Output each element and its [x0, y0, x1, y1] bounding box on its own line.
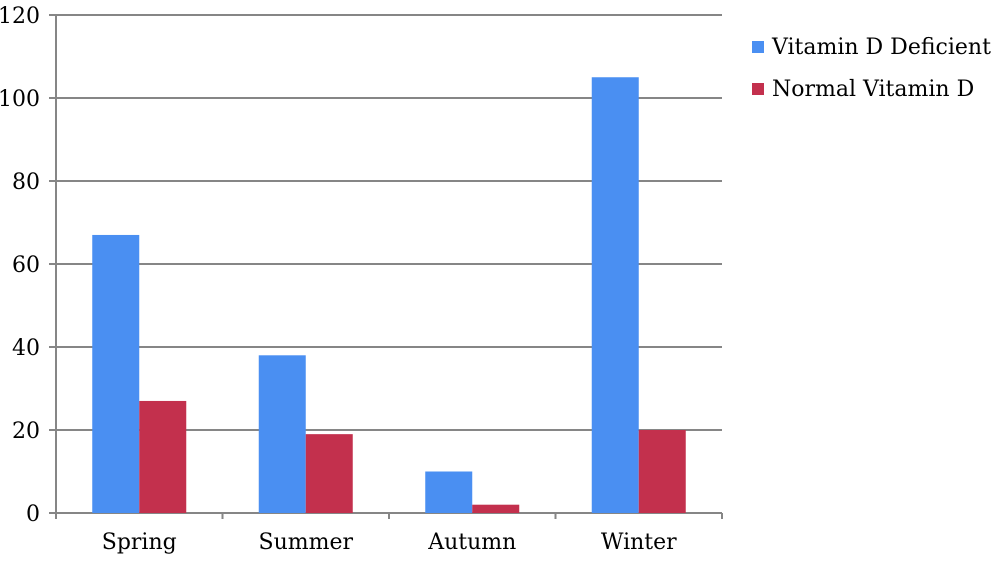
x-tick-label-spring: Spring: [102, 530, 177, 555]
legend-label-vitamin-d-deficient: Vitamin D Deficient: [772, 34, 991, 60]
bar-vitamin-d-deficient-autumn: [425, 471, 473, 513]
legend-item-normal-vitamin-d: Normal Vitamin D: [752, 68, 1000, 110]
bar-normal-vitamin-d-autumn: [472, 504, 520, 513]
x-tick-label-summer: Summer: [259, 530, 354, 555]
y-tick-label-20: 20: [12, 419, 40, 444]
x-tick-label-autumn: Autumn: [427, 530, 516, 555]
bar-normal-vitamin-d-winter: [638, 430, 686, 513]
y-tick-label-0: 0: [26, 502, 40, 527]
x-tick-label-winter: Winter: [601, 530, 677, 555]
bar-vitamin-d-deficient-winter: [591, 77, 639, 513]
bar-vitamin-d-deficient-summer: [258, 355, 306, 513]
legend-swatch-vitamin-d-deficient: [752, 41, 764, 53]
legend: Vitamin D Deficient Normal Vitamin D: [752, 26, 1000, 110]
y-tick-label-100: 100: [0, 87, 40, 112]
y-axis-tick-labels: 0 20 40 60 80 100 120: [0, 4, 40, 527]
x-axis-tick-labels: Spring Summer Autumn Winter: [102, 530, 677, 555]
y-tick-label-40: 40: [12, 336, 40, 361]
legend-label-normal-vitamin-d: Normal Vitamin D: [772, 76, 975, 102]
legend-swatch-normal-vitamin-d: [752, 83, 764, 95]
bar-normal-vitamin-d-spring: [139, 400, 187, 513]
bar-normal-vitamin-d-summer: [305, 434, 353, 513]
y-tick-label-60: 60: [12, 253, 40, 278]
bar-vitamin-d-deficient-spring: [92, 234, 140, 513]
legend-item-vitamin-d-deficient: Vitamin D Deficient: [752, 26, 1000, 68]
y-tick-label-120: 120: [0, 4, 40, 29]
y-tick-label-80: 80: [12, 170, 40, 195]
bars: [92, 77, 686, 513]
